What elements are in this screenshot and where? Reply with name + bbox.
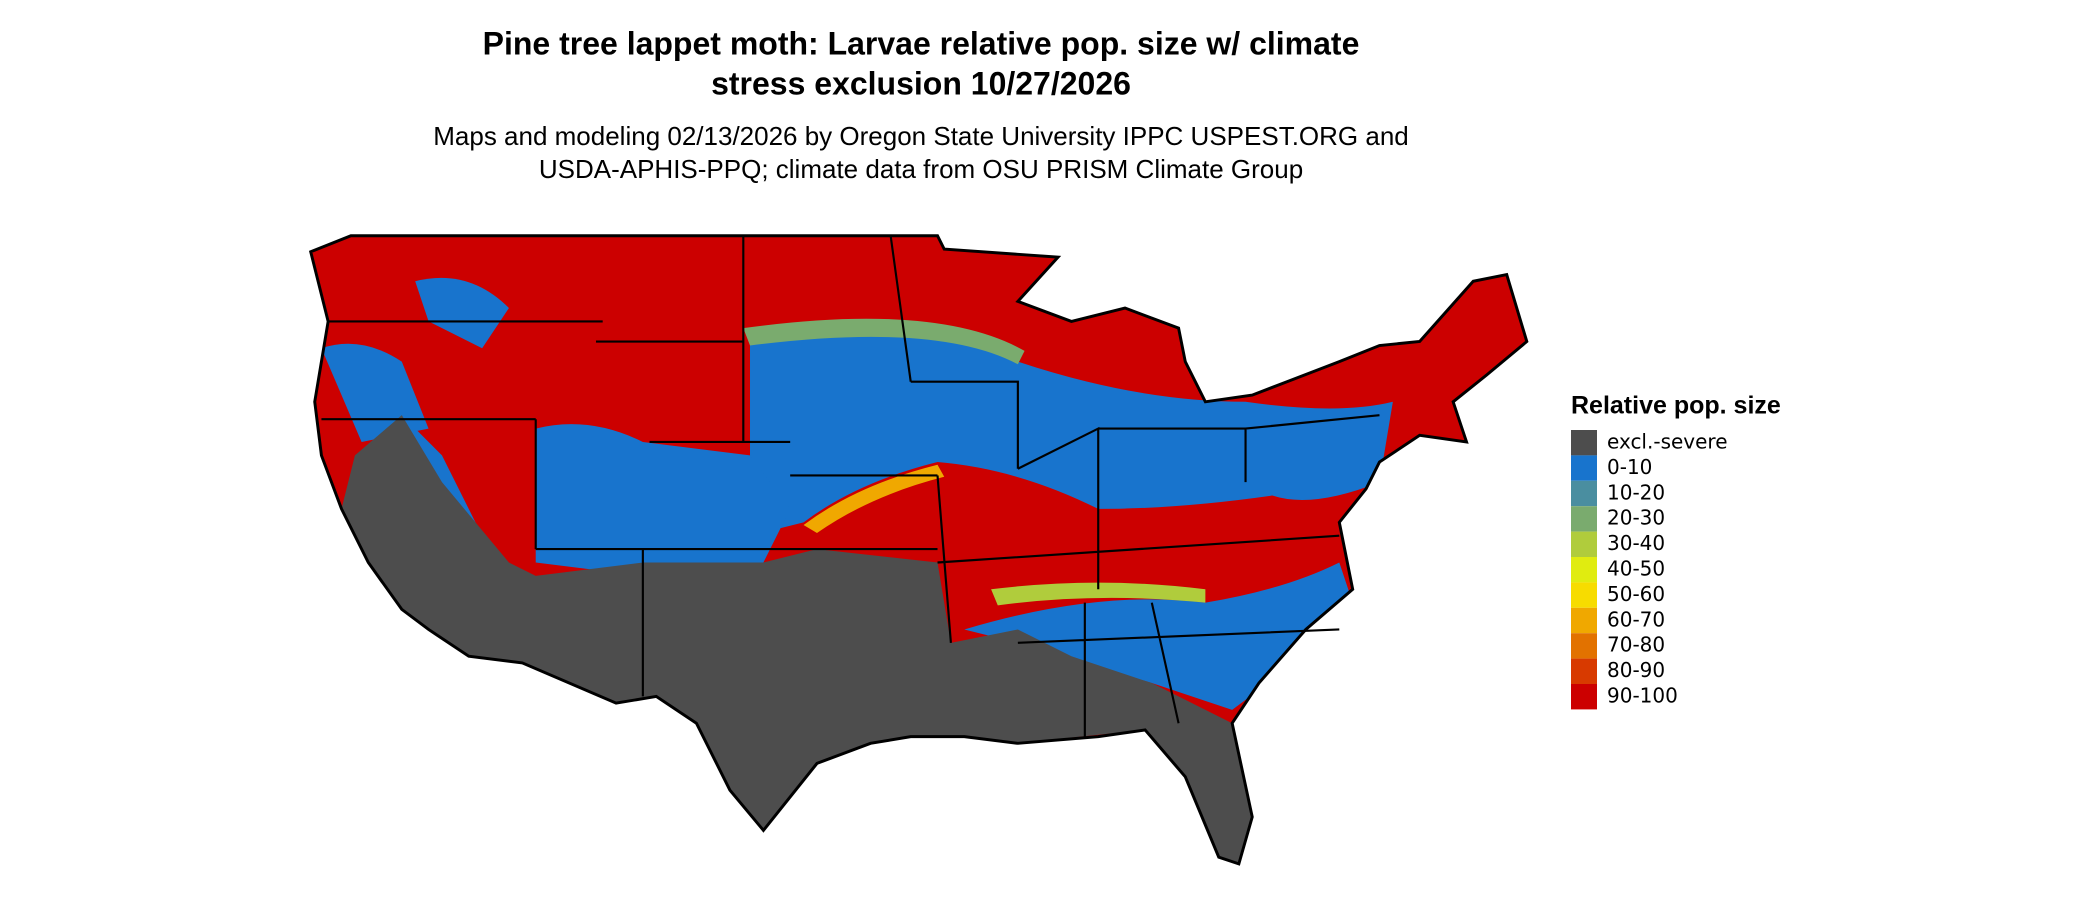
legend-swatch bbox=[1571, 658, 1597, 684]
region-low bbox=[535, 424, 791, 576]
region-mid bbox=[991, 582, 1206, 606]
legend-label: 30-40 bbox=[1607, 531, 1665, 555]
legend-swatch bbox=[1571, 531, 1597, 557]
region-mid bbox=[743, 318, 1025, 365]
legend-swatch bbox=[1571, 557, 1597, 583]
legend-swatch bbox=[1571, 506, 1597, 532]
title-line: Pine tree lappet moth: Larvae relative p… bbox=[483, 25, 1360, 61]
legend-label: 40-50 bbox=[1607, 557, 1665, 581]
legend-label: 50-60 bbox=[1607, 582, 1665, 606]
subtitle-line: USDA-APHIS-PPQ; climate data from OSU PR… bbox=[539, 154, 1303, 184]
title-line: stress exclusion 10/27/2026 bbox=[711, 65, 1131, 101]
us-map bbox=[308, 234, 1529, 866]
legend-label: excl.-severe bbox=[1607, 430, 1728, 454]
subtitle-line: Maps and modeling 02/13/2026 by Oregon S… bbox=[433, 121, 1409, 151]
legend-label: 90-100 bbox=[1607, 684, 1678, 708]
legend: excl.-severe0-1010-2020-3030-4040-5050-6… bbox=[1571, 430, 1728, 710]
legend-swatch bbox=[1571, 455, 1597, 481]
legend-title: Relative pop. size bbox=[1571, 392, 1781, 420]
legend-swatch bbox=[1571, 633, 1597, 659]
region-low bbox=[415, 277, 509, 349]
legend-swatch bbox=[1571, 430, 1597, 456]
legend-swatch bbox=[1571, 684, 1597, 710]
legend-label: 70-80 bbox=[1607, 633, 1665, 657]
legend-swatch bbox=[1571, 480, 1597, 507]
legend-label: 10-20 bbox=[1607, 480, 1665, 504]
state-borders bbox=[308, 234, 1529, 866]
legend-swatch bbox=[1571, 582, 1597, 608]
region-excluded bbox=[341, 415, 1253, 864]
legend-swatch bbox=[1571, 607, 1597, 634]
legend-label: 20-30 bbox=[1607, 506, 1665, 530]
region-mid bbox=[803, 464, 945, 534]
legend-label: 60-70 bbox=[1607, 607, 1665, 631]
legend-label: 80-90 bbox=[1607, 658, 1665, 682]
legend-label: 0-10 bbox=[1607, 455, 1652, 479]
